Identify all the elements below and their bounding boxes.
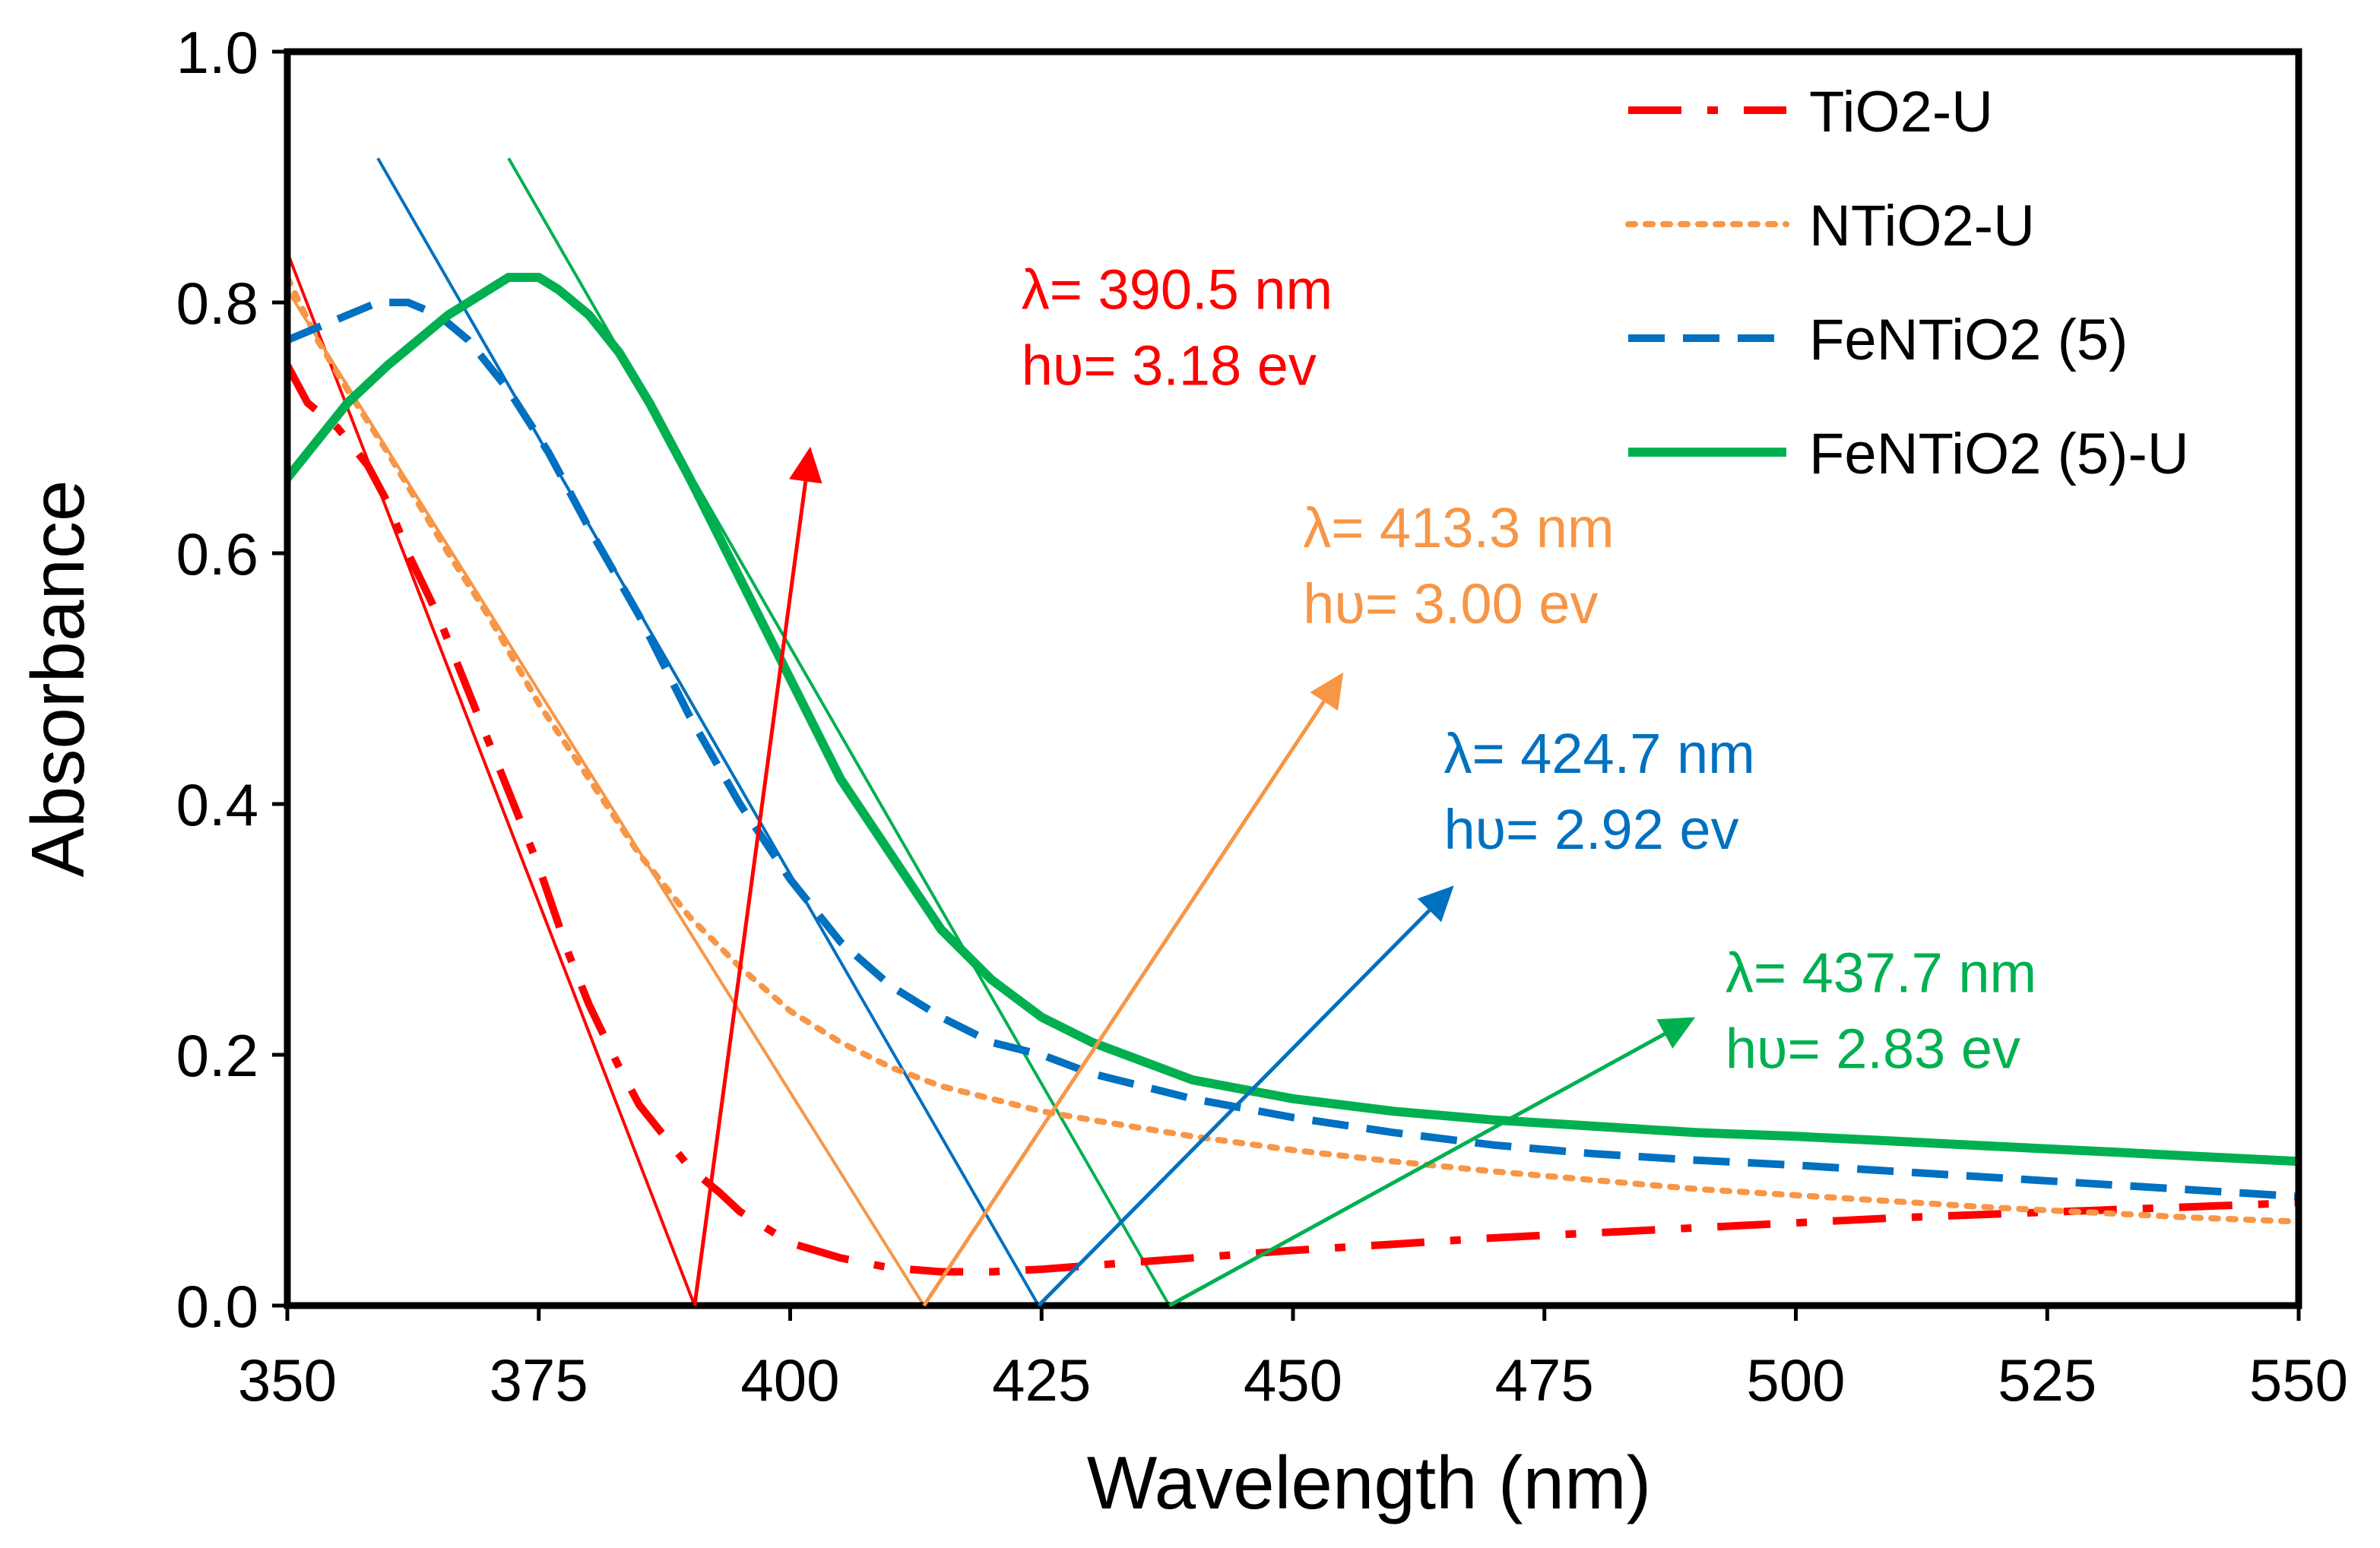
x-tick-label-500: 500 [1746,1347,1845,1413]
annotation-energy-4: hυ= 2.83 ev [1726,1018,2020,1081]
annotations: λ= 390.5 nm hυ= 3.18 ev λ= 413.3 nm hυ= 3.0… [692,258,2036,1308]
legend-label-tio2-u: TiO2-U [1809,80,1993,144]
x-tick-label-550: 550 [2249,1347,2348,1413]
x-tick-label-475: 475 [1495,1347,1594,1413]
annotation-energy-3: hυ= 2.92 ev [1444,798,1738,861]
arrow-line-1 [692,481,808,1306]
plot-frame [284,48,2302,1309]
y-tick-label-4: 0.8 [176,270,258,337]
series-line-fentio2-5-u [287,273,2299,1167]
x-tick-label-400: 400 [740,1347,839,1413]
x-axis-title: Wavelength (nm) [1087,1441,1652,1524]
legend: TiO2-U NTiO2-U FeNTiO2 (5) FeNTiO2 (5)-U [1625,80,2189,486]
y-tick-label-2: 0.4 [176,771,258,838]
y-tick-label-0: 0.0 [176,1273,258,1340]
series-line-ntio2-u [287,274,2299,1225]
x-tick-label-450: 450 [1244,1347,1342,1413]
arrow-head-1 [789,446,822,484]
plot-lines [287,157,2299,1306]
annotation-wavelength-3: λ= 424.7 nm [1444,722,1754,785]
arrow-head-4 [1656,1017,1696,1049]
y-axis-title: Absorbance [16,480,100,877]
tangent-line-3 [376,157,1041,1306]
legend-label-ntio2-u: NTiO2-U [1809,194,2035,258]
y-tick-label-1: 0.2 [176,1022,258,1089]
annotation-wavelength-1: λ= 390.5 nm [1022,258,1333,321]
arrow-line-2 [922,700,1326,1307]
y-tick-label-3: 0.6 [176,521,258,587]
legend-label-fentio2-5: FeNTiO2 (5) [1809,308,2128,372]
tick-labels: 350 375 400 425 450 475 500 525 550 0.0 0.2 0.4 0.6 0… [176,19,2349,1413]
arrow-head-2 [1310,672,1344,711]
x-tick-label-525: 525 [1998,1347,2096,1413]
x-tick-label-425: 425 [992,1347,1091,1413]
arrow-line-3 [1037,909,1431,1307]
arrow-head-3 [1417,885,1454,923]
arrow-line-4 [1168,1032,1666,1308]
tangent-line-1 [287,252,696,1306]
y-tick-label-5: 1.0 [176,19,258,86]
annotation-wavelength-2: λ= 413.3 nm [1303,496,1614,559]
legend-label-fentio2-5-u: FeNTiO2 (5)-U [1809,422,2189,486]
x-tick-label-350: 350 [238,1347,337,1413]
series-line-tio2-u [287,363,2299,1276]
annotation-energy-2: hυ= 3.00 ev [1303,572,1598,635]
annotation-wavelength-4: λ= 437.7 nm [1726,942,2036,1005]
x-tick-label-375: 375 [490,1347,588,1413]
annotation-energy-1: hυ= 3.18 ev [1022,334,1317,397]
